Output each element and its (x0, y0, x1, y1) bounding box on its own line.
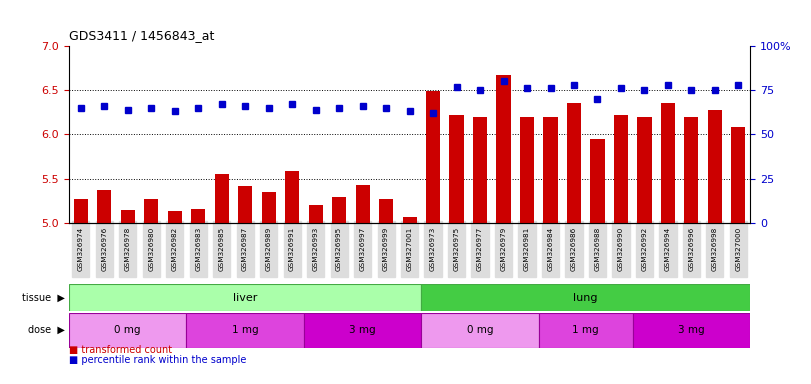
Bar (285, 172, 299, 223)
Bar (97, 190, 111, 223)
Bar (379, 199, 393, 223)
Bar (633, 313, 750, 348)
Bar (708, 110, 722, 223)
Bar (732, 127, 745, 223)
Bar (473, 117, 487, 223)
Bar (187, 313, 304, 348)
Text: dose  ▶: dose ▶ (28, 325, 65, 335)
Text: 3 mg: 3 mg (350, 325, 375, 335)
Bar (421, 284, 750, 311)
Bar (402, 217, 417, 223)
Text: 1 mg: 1 mg (573, 325, 599, 335)
Text: 0 mg: 0 mg (114, 325, 141, 335)
Bar (637, 117, 651, 223)
Bar (168, 211, 182, 223)
Bar (304, 313, 421, 348)
Bar (520, 117, 534, 223)
Text: tissue  ▶: tissue ▶ (22, 293, 65, 303)
Text: 3 mg: 3 mg (678, 325, 705, 335)
Bar (496, 75, 511, 223)
Bar (238, 185, 252, 223)
Bar (332, 197, 346, 223)
Bar (449, 115, 464, 223)
Bar (121, 210, 135, 223)
Bar (69, 284, 421, 311)
Text: liver: liver (233, 293, 257, 303)
Text: 0 mg: 0 mg (467, 325, 493, 335)
Bar (426, 91, 440, 223)
Bar (191, 209, 205, 223)
Text: GDS3411 / 1456843_at: GDS3411 / 1456843_at (69, 29, 214, 42)
Text: 1 mg: 1 mg (232, 325, 259, 335)
Bar (355, 185, 370, 223)
Bar (661, 104, 675, 223)
Bar (144, 199, 158, 223)
Text: ■ transformed count: ■ transformed count (69, 345, 172, 355)
Bar (308, 205, 323, 223)
Bar (567, 104, 581, 223)
Text: lung: lung (573, 293, 598, 303)
Bar (539, 313, 633, 348)
Bar (421, 313, 539, 348)
Bar (543, 117, 557, 223)
Bar (74, 199, 88, 223)
Bar (69, 313, 187, 348)
Bar (215, 174, 229, 223)
Text: ■ percentile rank within the sample: ■ percentile rank within the sample (69, 355, 247, 365)
Bar (590, 139, 604, 223)
Bar (614, 115, 628, 223)
Bar (262, 192, 276, 223)
Bar (684, 117, 698, 223)
